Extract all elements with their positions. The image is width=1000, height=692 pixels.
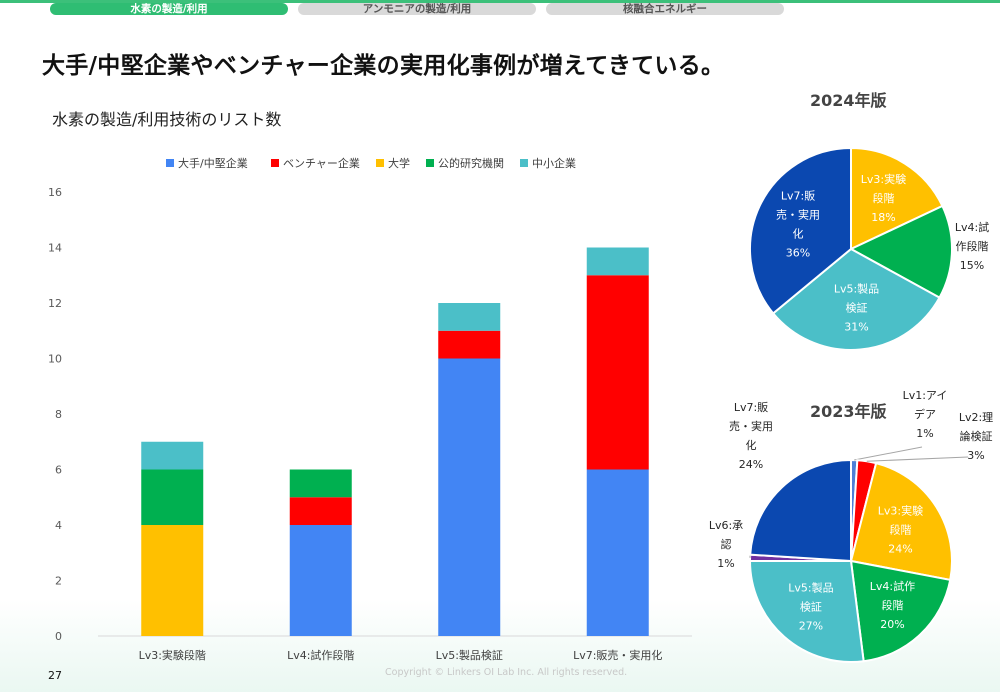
pie-slice-label: 作段階 [956,239,989,253]
pie-slice-label: デア [914,407,936,421]
pie-slice-label: 化 [746,438,757,452]
pie-slice-label: Lv5:製品 [834,281,879,295]
pie-slice-label: 検証 [846,300,868,314]
copyright-text: Copyright © Linkers OI Lab Inc. All righ… [385,667,628,678]
pie-slice-label: 段階 [872,191,894,205]
x-category-label: Lv3:実験段階 [139,648,206,662]
tab-fusion[interactable]: 核融合エネルギー [546,3,784,15]
x-category-label: Lv7:販売・実用化 [573,648,662,662]
y-tick-label: 4 [55,519,62,532]
legend-swatch [426,159,434,167]
pie-slice-label: 論検証 [960,429,993,443]
legend-label: 大手/中堅企業 [178,156,248,170]
y-tick-label: 12 [48,297,62,310]
y-tick-label: 6 [55,464,62,477]
pie-slice-label: Lv5:製品 [788,580,833,594]
pie-2024-title: 2024年版 [810,91,887,110]
pie-slice-percent: 3% [967,449,984,462]
pie-slice-label: Lv2:理 [959,411,993,424]
bar-segment [141,525,204,636]
leader-line [866,456,969,462]
pie-slice-label: Lv7:販 [734,401,768,414]
legend-swatch [271,159,279,167]
pie-slice-percent: 24% [739,458,763,471]
pie-slice-label: 売・実用 [776,208,820,222]
pie-slice-label: Lv4:試 [955,220,989,234]
legend-label: 大学 [388,156,410,170]
x-category-label: Lv5:製品検証 [436,648,503,662]
pie-slice-percent: 15% [960,259,984,272]
legend-swatch [376,159,384,167]
pie-slice [849,559,952,663]
bar-segment [438,330,501,359]
pie-slice [849,461,953,582]
pie-slice-label: Lv3:実験 [861,172,906,186]
bar-segment [141,469,204,525]
bar-chart-title: 水素の製造/利用技術のリスト数 [52,110,282,129]
legend-swatch [166,159,174,167]
bar-segment [289,497,352,525]
bar-segment [438,303,501,331]
pie-slice [749,458,852,563]
pie-slice-label: 段階 [889,523,911,537]
pie-slice-label: Lv6:承 [709,519,743,532]
stacked-bar-chart: 0 2 4 6 8 10 12 14 16 大手/中堅企業 ベンチャー企業 大学 公的研究機関 中小企業 L… [48,156,692,662]
y-tick-label: 16 [48,186,62,199]
pie-slice-percent: 20% [880,618,904,631]
bar-segment [586,247,649,276]
pie-slice [748,560,865,663]
leader-line [854,446,923,461]
page-number: 27 [48,669,62,682]
legend-swatch [520,159,528,167]
pie-slice-percent: 18% [871,211,895,224]
bar-segment [289,525,352,636]
pie-2023-title: 2023年版 [810,402,887,421]
bar-segment [141,441,204,470]
pie-slice-label: Lv4:試作 [870,579,915,593]
pie-slice-percent: 24% [888,543,912,556]
pie-slice-percent: 1% [916,427,933,440]
y-tick-label: 8 [55,408,62,421]
y-tick-label: 10 [48,353,62,366]
pie-slice-percent: 36% [786,247,810,260]
x-category-label: Lv4:試作段階 [287,648,354,662]
pie-slice-label: 認 [721,537,732,551]
pie-slice-label: 段階 [881,598,903,612]
bar-segment [289,469,352,498]
legend-label: ベンチャー企業 [283,156,360,170]
legend-label: 公的研究機関 [438,156,504,170]
y-tick-label: 0 [55,630,62,643]
pie-slice [749,146,852,315]
pie-slice-percent: 1% [717,557,734,570]
page-title: 大手/中堅企業やベンチャー企業の実用化事例が増えてきている。 [42,53,725,79]
pie-slice-label: Lv7:販 [781,190,815,203]
pie-slice-percent: 31% [844,320,868,333]
pie-slice-label: 検証 [800,599,822,613]
pie-slice-label: Lv3:実験 [878,504,923,518]
pie-slice [771,247,941,351]
y-tick-label: 2 [55,575,62,588]
pie-chart-2024: Lv3:実験段階 18% Lv4:試作段階 15% Lv5:製品検証 31% Lv7:販売・… [749,146,989,351]
legend-label: 中小企業 [532,156,576,170]
top-accent-line [0,0,1000,3]
pie-slice-label: 売・実用 [729,419,773,433]
bar-segment [586,275,649,470]
pie-chart-2023: Lv1:アイデア1%Lv2:理論検証3%Lv3:実験段階24%Lv4:試作段階2… [709,389,993,663]
pie-slice-percent: 27% [799,619,823,632]
tab-hydrogen[interactable]: 水素の製造/利用 [50,3,288,15]
tab-ammonia[interactable]: アンモニアの製造/利用 [298,3,536,15]
pie-slice-label: 化 [792,227,803,241]
pie-slice [848,204,953,300]
bar-segment [438,358,501,636]
bar-segment [586,469,649,636]
pie-slice-label: Lv1:アイ [903,389,948,402]
pie-slice [850,146,944,251]
y-tick-label: 14 [48,242,62,255]
